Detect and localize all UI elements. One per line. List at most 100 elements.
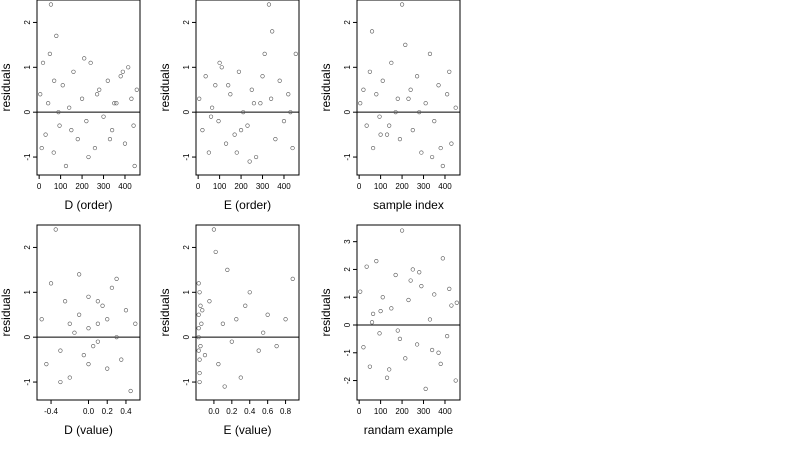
data-point <box>198 344 203 349</box>
data-point <box>436 83 441 88</box>
data-point <box>77 272 82 277</box>
data-point <box>196 335 201 340</box>
data-point <box>361 345 366 350</box>
data-point <box>232 132 237 137</box>
data-point <box>39 317 44 322</box>
data-point <box>77 312 82 317</box>
x-tick-label: 200 <box>395 182 409 191</box>
data-point <box>258 101 263 106</box>
data-point <box>197 96 202 101</box>
data-point <box>453 378 458 383</box>
data-point <box>438 361 443 366</box>
data-point <box>134 87 139 92</box>
data-point <box>196 326 201 331</box>
data-point <box>39 145 44 151</box>
x-tick-label: 300 <box>417 182 431 191</box>
x-axis-title: sample index <box>373 198 444 212</box>
data-point <box>234 150 239 155</box>
y-tick-label: 0 <box>343 109 352 114</box>
data-point <box>48 2 54 7</box>
data-point <box>410 267 415 272</box>
data-point <box>51 150 56 155</box>
data-point <box>226 83 231 88</box>
y-tick-label: 1 <box>343 294 352 299</box>
y-tick-label: 1 <box>23 65 32 70</box>
y-tick-label: 1 <box>23 290 32 295</box>
data-point <box>403 356 408 361</box>
x-tick-label: 0.2 <box>226 407 238 416</box>
data-point <box>427 51 433 56</box>
y-tick-label: 0 <box>343 322 352 327</box>
data-point <box>223 141 229 146</box>
data-point <box>427 317 433 322</box>
x-tick-label: 300 <box>417 407 431 416</box>
x-tick-label: 0 <box>357 182 362 191</box>
data-point <box>110 128 115 133</box>
x-axis-title: D (order) <box>64 198 112 212</box>
data-point <box>97 87 102 92</box>
x-tick-label: 400 <box>438 407 452 416</box>
data-point <box>266 2 272 7</box>
data-point <box>105 317 110 322</box>
x-axis-title: randam example <box>364 423 454 437</box>
data-point <box>211 227 217 232</box>
data-point <box>54 33 59 38</box>
data-point <box>60 83 65 88</box>
y-tick-label: -1 <box>182 378 191 386</box>
x-tick-label: 0.4 <box>120 407 132 416</box>
y-tick-label: 2 <box>182 245 191 250</box>
data-point <box>369 29 375 34</box>
data-point <box>206 150 211 155</box>
data-point <box>120 69 125 74</box>
data-point <box>92 145 98 151</box>
data-point <box>82 56 87 61</box>
chart-panel-4: -1 0 1 2 -0.4 0.0 0.2 0.4 D (value) residuals <box>0 224 141 437</box>
data-point <box>251 101 257 106</box>
y-tick-label: 0 <box>23 109 32 114</box>
data-point <box>200 128 205 133</box>
data-point <box>293 51 298 56</box>
data-point <box>423 386 428 391</box>
y-axis-title: residuals <box>319 63 333 111</box>
data-point <box>358 289 363 294</box>
data-point <box>105 366 110 371</box>
plot-frame <box>36 0 141 176</box>
y-tick-label: -1 <box>23 378 32 386</box>
data-point <box>234 317 239 322</box>
data-point <box>132 163 137 169</box>
data-point <box>100 303 105 308</box>
data-point <box>58 379 63 385</box>
data-point <box>213 249 218 255</box>
x-tick-label: 200 <box>234 182 248 191</box>
data-point <box>84 119 89 124</box>
x-tick-label: 200 <box>395 407 409 416</box>
data-point <box>286 92 291 97</box>
data-point <box>449 303 454 308</box>
data-point <box>380 295 385 300</box>
data-point <box>245 123 250 128</box>
data-point <box>48 281 54 286</box>
data-point <box>389 60 394 65</box>
plot-frame <box>356 224 461 401</box>
data-point <box>112 101 117 106</box>
data-point <box>440 256 445 261</box>
data-point <box>262 51 267 56</box>
data-point <box>107 137 113 142</box>
data-point <box>241 110 246 115</box>
x-tick-label: 100 <box>54 182 68 191</box>
data-point <box>247 159 252 164</box>
plot-frame <box>195 0 300 176</box>
data-point <box>389 306 394 311</box>
chart-panel-6: -2 -1 0 1 2 3 0 100 200 300 400 randam example resid… <box>319 224 461 437</box>
data-point <box>197 379 202 385</box>
data-point <box>261 330 266 335</box>
data-point <box>423 101 428 106</box>
data-point <box>44 362 49 367</box>
data-point <box>53 227 58 232</box>
y-tick-label: 0 <box>23 334 32 339</box>
x-axis-title: E (order) <box>224 198 271 212</box>
plot-frame <box>356 0 461 176</box>
chart-panel-5: -1 0 1 2 0.0 0.2 0.4 0.6 0.8 E (value) residuals <box>158 224 300 437</box>
data-point <box>249 87 254 92</box>
data-point <box>213 83 218 88</box>
